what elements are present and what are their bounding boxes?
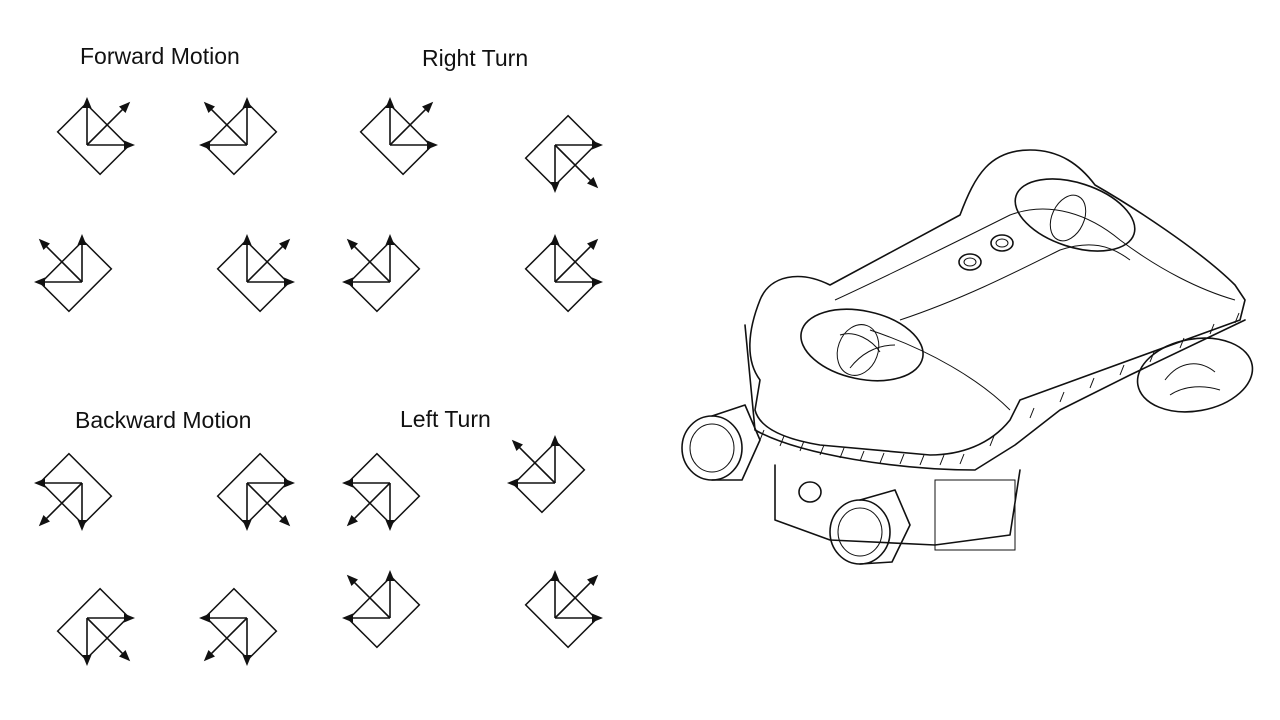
arrow-left [34,478,82,488]
caption-left-turn: Left Turn [400,406,491,432]
arrow-right [390,140,438,150]
thruster-icon-left-4 [524,570,603,649]
arrow-up-right [246,238,291,283]
side-port [798,481,822,503]
arrow-up [550,435,560,483]
thruster-icon-forward-2 [199,97,278,176]
arrow-right [87,613,135,623]
rov-lower-frame [774,464,1021,546]
thruster-icon-backward-2 [216,452,295,531]
arrow-down [550,145,560,193]
rov-flange-teeth [759,312,1240,466]
camera-bottom [829,489,911,565]
arrow-right [555,140,603,150]
thruster-icon-forward-1 [56,97,135,176]
lateral-propeller-right [1164,363,1221,396]
rov-ridge-line [834,208,1236,301]
lateral-thruster-right [1136,337,1254,413]
thruster-icon-left-2 [507,435,586,514]
thruster-icon-left-1 [342,452,421,531]
thruster-icon-forward-3 [34,234,113,313]
arrow-down [77,483,87,531]
rov-hull-outline [749,149,1246,456]
rov-center-line [899,244,1131,321]
arrow-left [342,613,390,623]
arrow-up-left [511,439,556,484]
camera-left [681,404,761,481]
top-connector-right-inner [995,238,1009,248]
arrow-down-left [203,617,248,662]
arrow-left [342,478,390,488]
arrow-up-left [346,238,391,283]
arrow-up-left [38,238,83,283]
arrow-right [247,478,295,488]
arrow-down-right [86,617,131,662]
arrow-down-right [554,144,599,189]
front-thruster-duct [800,308,924,382]
arrow-down [385,483,395,531]
thruster-icons [34,97,603,666]
arrow-up [242,97,252,145]
top-connector-left-inner [963,257,977,267]
thruster-icon-right-2 [524,114,603,193]
arrow-left [342,277,390,287]
arrow-right [555,277,603,287]
arrow-up-right [554,238,599,283]
arrow-down-left [38,482,83,527]
rov-flange [744,319,1246,471]
arrow-up-right [389,101,434,146]
arrow-up-left [346,574,391,619]
arrow-up [385,570,395,618]
arrow-up-left [203,101,248,146]
arrow-up [550,570,560,618]
arrow-up [550,234,560,282]
rear-thruster-duct [1014,178,1136,252]
thruster-icon-right-4 [524,234,603,313]
arrow-up [82,97,92,145]
arrow-left [507,478,555,488]
rov-electronics-box [934,479,1016,551]
arrow-left [199,140,247,150]
top-connector-left [958,253,982,271]
arrow-right [555,613,603,623]
arrow-up-right [86,101,131,146]
top-connector-right [990,234,1014,252]
arrow-right [87,140,135,150]
caption-backward-motion: Backward Motion [75,407,251,433]
arrow-up-right [554,574,599,619]
thruster-icon-forward-4 [216,234,295,313]
thruster-icon-right-3 [342,234,421,313]
rov-front-crease [869,329,1011,411]
rear-propeller [1049,194,1087,242]
thruster-icon-left-3 [342,570,421,649]
arrow-up [242,234,252,282]
thruster-icon-backward-1 [34,452,113,531]
arrow-right [247,277,295,287]
caption-right-turn: Right Turn [422,45,528,71]
arrow-down-left [346,482,391,527]
arrow-up [77,234,87,282]
rov-vehicle-drawing [681,149,1254,565]
thruster-icon-right-1 [359,97,438,176]
arrow-down-right [246,482,291,527]
arrow-down [82,618,92,666]
arrow-down [242,618,252,666]
arrow-up [385,234,395,282]
caption-forward-motion: Forward Motion [80,43,240,69]
front-propeller-blades [839,333,896,369]
thruster-icon-backward-3 [56,587,135,666]
arrow-down [242,483,252,531]
arrow-left [199,613,247,623]
arrow-left [34,277,82,287]
arrow-up [385,97,395,145]
thruster-icon-backward-4 [199,587,278,666]
front-propeller [836,324,880,376]
